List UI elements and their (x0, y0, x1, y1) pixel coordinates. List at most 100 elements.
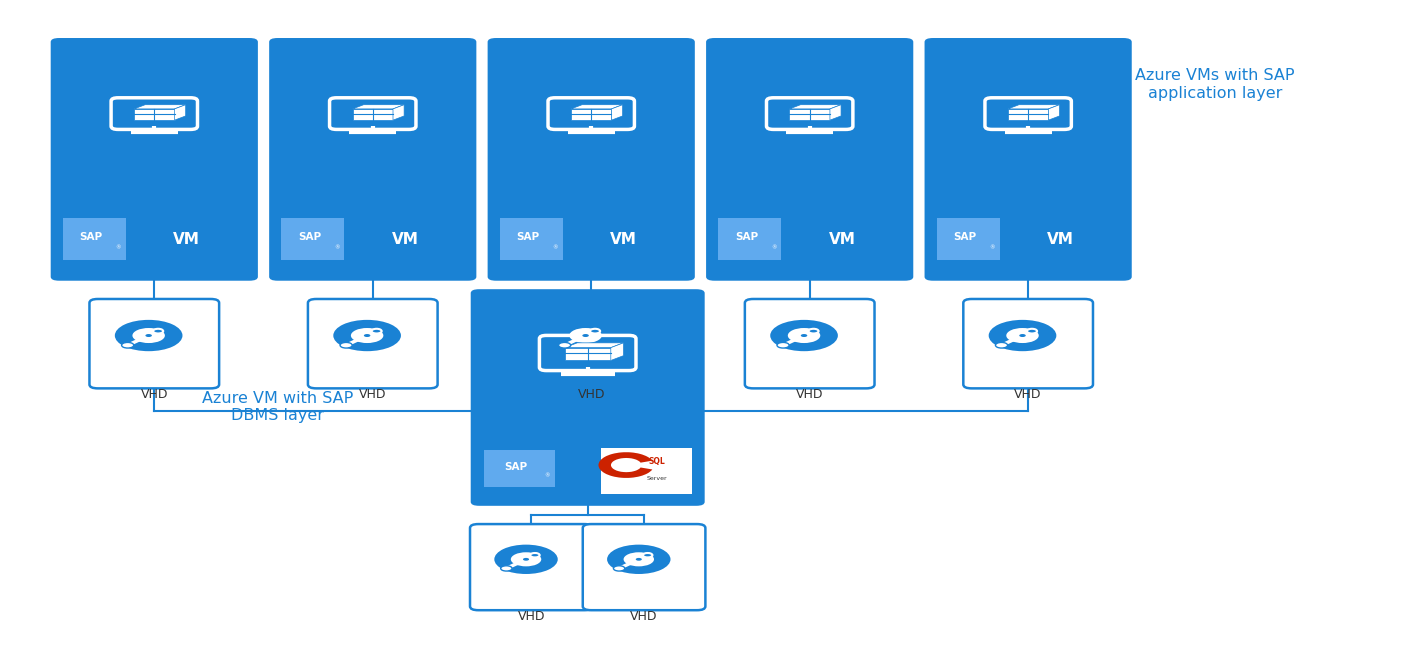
FancyBboxPatch shape (499, 218, 563, 261)
Circle shape (788, 328, 821, 343)
Circle shape (115, 320, 183, 351)
Polygon shape (134, 109, 174, 120)
Circle shape (770, 320, 838, 351)
FancyBboxPatch shape (308, 299, 437, 388)
FancyBboxPatch shape (767, 98, 853, 130)
Circle shape (995, 342, 1007, 348)
Circle shape (1019, 334, 1026, 337)
Circle shape (531, 553, 539, 557)
Circle shape (635, 558, 642, 561)
FancyBboxPatch shape (89, 299, 219, 388)
Polygon shape (352, 105, 405, 109)
FancyBboxPatch shape (62, 218, 126, 261)
FancyBboxPatch shape (937, 218, 999, 261)
Circle shape (569, 328, 601, 343)
FancyBboxPatch shape (706, 38, 913, 281)
FancyBboxPatch shape (112, 98, 198, 130)
Text: VHD: VHD (795, 388, 824, 401)
Circle shape (552, 320, 620, 351)
Circle shape (777, 342, 790, 348)
Text: ®: ® (116, 245, 120, 250)
Circle shape (624, 552, 654, 567)
Text: Azure VMs with SAP
application layer: Azure VMs with SAP application layer (1135, 68, 1295, 101)
Circle shape (511, 552, 542, 567)
Circle shape (501, 566, 512, 571)
FancyBboxPatch shape (924, 38, 1132, 281)
Text: ®: ® (771, 245, 777, 250)
Polygon shape (611, 343, 624, 361)
Polygon shape (1007, 109, 1049, 120)
Text: VHD: VHD (577, 388, 606, 401)
FancyBboxPatch shape (985, 98, 1071, 130)
FancyBboxPatch shape (526, 299, 657, 388)
Text: VHD: VHD (518, 609, 545, 622)
Text: Azure VM with SAP
DBMS layer: Azure VM with SAP DBMS layer (202, 391, 354, 424)
FancyBboxPatch shape (471, 290, 705, 506)
Text: ®: ® (989, 245, 995, 250)
Text: SQL: SQL (649, 457, 665, 466)
Text: VM: VM (392, 232, 419, 247)
Polygon shape (352, 109, 393, 120)
Circle shape (590, 329, 600, 334)
FancyBboxPatch shape (583, 524, 706, 610)
FancyBboxPatch shape (548, 98, 634, 130)
FancyBboxPatch shape (964, 299, 1092, 388)
FancyBboxPatch shape (269, 38, 477, 281)
FancyBboxPatch shape (51, 38, 258, 281)
Text: VHD: VHD (140, 388, 168, 401)
Text: Server: Server (647, 476, 668, 482)
Text: VHD: VHD (359, 388, 386, 401)
Circle shape (122, 342, 134, 348)
Circle shape (808, 329, 819, 334)
Circle shape (494, 545, 558, 574)
Circle shape (334, 320, 400, 351)
Text: ®: ® (552, 245, 558, 250)
Text: ®: ® (334, 245, 340, 250)
Circle shape (1027, 329, 1037, 334)
Circle shape (153, 329, 163, 334)
FancyBboxPatch shape (470, 524, 593, 610)
Polygon shape (393, 105, 405, 120)
Text: VM: VM (1047, 232, 1074, 247)
Polygon shape (831, 105, 841, 120)
Circle shape (146, 334, 151, 337)
Text: SAP: SAP (734, 232, 758, 242)
Text: SAP: SAP (516, 232, 539, 242)
Text: SAP: SAP (504, 462, 528, 472)
FancyBboxPatch shape (719, 218, 781, 261)
Polygon shape (134, 105, 185, 109)
Circle shape (607, 545, 671, 574)
Polygon shape (565, 347, 611, 361)
Text: VM: VM (610, 232, 637, 247)
Circle shape (801, 334, 808, 337)
Wedge shape (599, 452, 652, 478)
Text: SAP: SAP (954, 232, 976, 242)
Circle shape (351, 328, 383, 343)
Circle shape (524, 558, 529, 561)
Text: VHD: VHD (1015, 388, 1041, 401)
Text: SAP: SAP (79, 232, 103, 242)
Text: VM: VM (611, 461, 638, 476)
Polygon shape (572, 105, 623, 109)
Circle shape (559, 342, 570, 348)
Circle shape (642, 553, 652, 557)
Text: VHD: VHD (630, 609, 658, 622)
Circle shape (583, 334, 589, 337)
FancyBboxPatch shape (282, 218, 344, 261)
FancyBboxPatch shape (488, 38, 695, 281)
Polygon shape (790, 105, 841, 109)
Text: ®: ® (543, 474, 549, 478)
Circle shape (133, 328, 166, 343)
Circle shape (1006, 328, 1039, 343)
Polygon shape (611, 105, 623, 120)
Circle shape (364, 334, 371, 337)
Text: VM: VM (173, 232, 200, 247)
FancyBboxPatch shape (601, 447, 692, 494)
Circle shape (614, 566, 625, 571)
Text: SAP: SAP (299, 232, 321, 242)
Polygon shape (565, 343, 624, 347)
FancyBboxPatch shape (330, 98, 416, 130)
Polygon shape (174, 105, 185, 120)
Polygon shape (572, 109, 611, 120)
Polygon shape (790, 109, 831, 120)
